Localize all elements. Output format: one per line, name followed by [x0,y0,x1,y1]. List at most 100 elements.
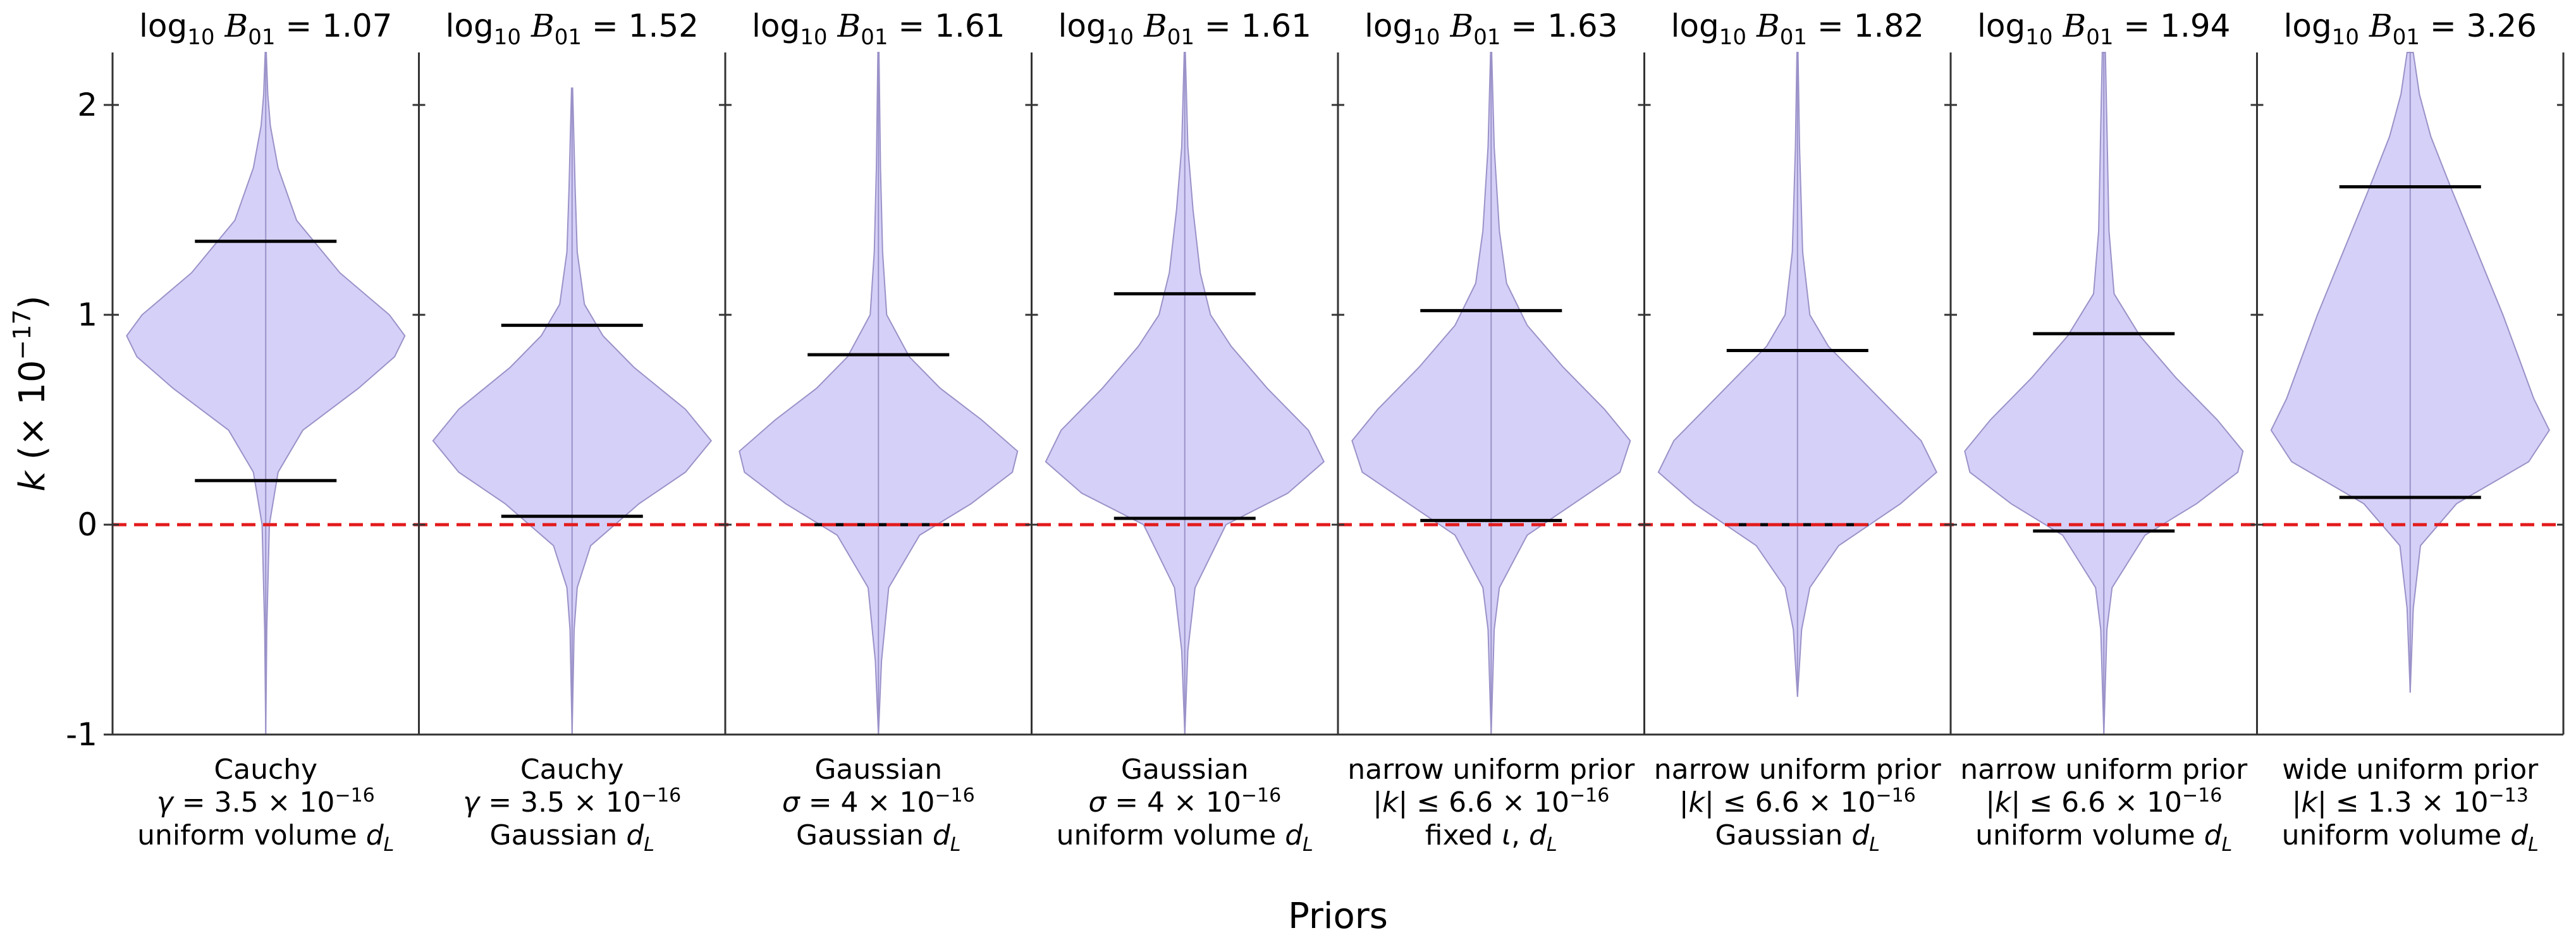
prior-label-line-2: σ = 4 × 10−16 [1088,784,1281,819]
title-value: 1.52 [629,8,699,44]
prior-label-segment: wide uniform prior [2282,754,2539,786]
prior-label-line-3: Gaussian dL [796,819,961,856]
prior-label-line-2: σ = 4 × 10−16 [782,784,975,819]
prior-label-segment: narrow uniform prior [1654,754,1942,786]
title-bf-subscript: 01 [1473,25,1500,50]
prior-label-segment: −16 [334,784,374,807]
title-log-subscript: 10 [1107,25,1134,50]
title-bayes-factor: B [2062,8,2086,44]
title-equals: = [2113,8,2160,44]
prior-label-line-1: narrow uniform prior [1347,754,1635,786]
y-tick-label: 1 [77,296,97,333]
prior-label-line-1: Gaussian [1121,754,1249,786]
prior-label-segment: | ≤ 6.6 × 10 [1705,786,1875,819]
prior-label-line-3: fixed ι, dL [1425,819,1557,856]
prior-label-segment: Gaussian [1121,754,1249,786]
title-log: log [752,8,800,44]
prior-label-segment: k [1382,786,1399,819]
prior-label-segment: uniform volume [1975,819,2204,851]
title-log: log [1058,8,1107,44]
panel-title: log10 B01 = 1.61 [752,8,1005,50]
prior-label-segment: d [2510,819,2529,851]
panel-5: log10 B01 = 1.63 narrow uniform prior|k| … [1347,8,1635,856]
prior-label-segment: −16 [1241,784,1281,807]
title-log-subscript: 10 [800,25,827,50]
title-bayes-factor: B [1449,8,1473,44]
title-equals: = [1194,8,1241,44]
title-bf-subscript: 01 [1780,25,1807,50]
prior-label-segment: k [1995,786,2012,819]
prior-label-line-2: |k| ≤ 6.6 × 10−16 [1985,784,2222,819]
prior-label-line-1: Gaussian [814,754,942,786]
prior-label-segment: k [2302,786,2319,819]
prior-label-segment: | ≤ 1.3 × 10 [2317,786,2488,819]
prior-label-line-2: |k| ≤ 1.3 × 10−13 [2292,784,2529,819]
prior-label-segment: uniform volume [137,819,366,851]
prior-label-segment: | [1985,786,1995,819]
prior-label-segment: Gaussian [489,819,626,851]
prior-label-line-2: γ = 3.5 × 10−16 [463,784,681,819]
title-value: 1.61 [1241,8,1311,44]
title-bayes-factor: B [837,8,861,44]
prior-label-segment: | [1679,786,1689,819]
title-equals: = [888,8,935,44]
title-log-subscript: 10 [2025,25,2052,50]
prior-label-segment: = 3.5 × 10 [173,786,335,819]
title-bf-subscript: 01 [1167,25,1194,50]
title-bf-subscript: 01 [555,25,582,50]
prior-label-segment: −16 [935,784,974,807]
prior-label-segment: γ [157,786,175,819]
panel-title: log10 B01 = 1.63 [1365,8,1617,50]
prior-label-line-2: |k| ≤ 6.6 × 10−16 [1373,784,1609,819]
title-value: 3.26 [2467,8,2537,44]
prior-label-segment: uniform volume [2282,819,2511,851]
prior-label-segment: Cauchy [520,754,624,786]
title-log-subscript: 10 [187,25,214,50]
prior-label-line-2: γ = 3.5 × 10−16 [157,784,375,819]
prior-label-segment: Gaussian [796,819,933,851]
title-space [1746,8,1757,44]
prior-label-segment: | [1373,786,1382,819]
title-log-subscript: 10 [1719,25,1746,50]
prior-label-segment: d [2204,819,2223,851]
title-bayes-factor: B [1756,8,1780,44]
title-log: log [1365,8,1413,44]
title-equals: = [1807,8,1854,44]
prior-label-segment: d [933,819,951,851]
title-log: log [139,8,187,44]
title-bf-subscript: 01 [861,25,888,50]
prior-label-segment: narrow uniform prior [1347,754,1635,786]
prior-label-line-3: Gaussian dL [489,819,654,856]
prior-label-segment: d [366,819,384,851]
prior-label-segment: L [1869,834,1880,856]
prior-label-line-1: Cauchy [214,754,317,786]
title-log-subscript: 10 [1413,25,1440,50]
title-bayes-factor: B [2369,8,2393,44]
prior-label-segment: Gaussian [1715,819,1851,851]
prior-label-segment: L [2222,834,2233,856]
prior-label-segment: | [2292,786,2302,819]
panel-title: log10 B01 = 1.82 [1671,8,1924,50]
prior-label-line-3: uniform volume dL [137,819,394,856]
prior-label-segment: γ [463,786,481,819]
y-label-exponent: −17 [8,309,36,360]
panel-title: log10 B01 = 1.61 [1058,8,1311,50]
y-label-suffix: ) [12,295,53,309]
x-axis-label: Priors [1288,896,1388,937]
prior-label-segment: L [644,834,654,856]
title-space [2359,8,2369,44]
title-log: log [1671,8,1719,44]
prior-label-segment: −16 [641,784,681,807]
prior-label-segment: = 4 × 10 [800,786,935,819]
prior-label-line-3: uniform volume dL [1057,819,1313,856]
prior-label-line-3: uniform volume dL [2282,819,2539,856]
y-axis-label: k (× 10−17) [8,295,53,491]
prior-label-line-3: uniform volume dL [1975,819,2232,856]
title-bayes-factor: B [531,8,555,44]
y-tick-label: 2 [77,87,97,123]
